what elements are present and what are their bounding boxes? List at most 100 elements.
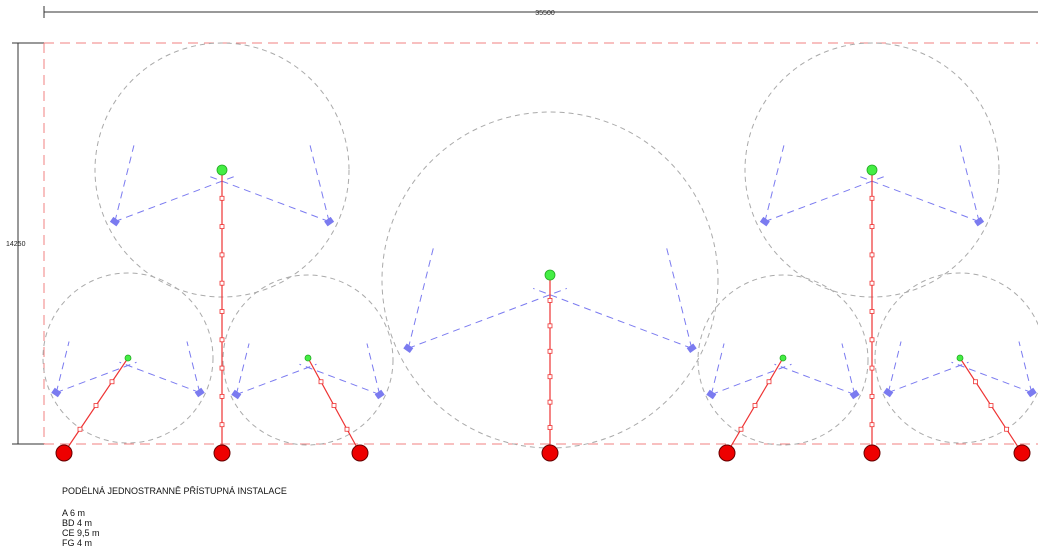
mast-node [869, 195, 875, 201]
beam [764, 175, 885, 223]
beam [56, 361, 137, 394]
mast-node [766, 379, 772, 385]
caption: PODÉLNÁ JEDNOSTRANNĚ PŘÍSTUPNÁ INSTALACE… [62, 486, 287, 548]
width-dimension: 35500 [535, 10, 555, 17]
luminaire [51, 387, 62, 398]
mast-node [219, 224, 225, 230]
caption-item: CE 9,5 m [62, 528, 100, 538]
mast-top [866, 164, 878, 176]
drawing: 35500 14250 [6, 6, 1038, 462]
mast-node [547, 425, 553, 430]
beam [186, 341, 201, 393]
luminaire [686, 343, 697, 354]
beam [408, 287, 567, 349]
mast-base [351, 444, 369, 462]
luminaire [849, 389, 860, 400]
mast-top [124, 354, 132, 362]
mast-node [1004, 426, 1009, 432]
beam [114, 175, 235, 223]
luminaire [374, 389, 385, 400]
beam [366, 343, 381, 395]
beam [235, 343, 250, 395]
mast-node [93, 403, 99, 408]
caption-item: FG 4 m [62, 538, 93, 548]
beam [119, 361, 200, 394]
mast-node [869, 365, 875, 371]
coverage-circle [697, 274, 869, 446]
mast-base [541, 444, 559, 462]
mast-node [869, 224, 875, 230]
mast-base [1013, 444, 1031, 462]
mast-node [547, 399, 553, 405]
mast-node [869, 309, 875, 314]
luminaire [324, 216, 335, 227]
beam [764, 145, 785, 222]
beam [710, 343, 725, 395]
beam [774, 363, 855, 396]
luminaire [231, 389, 242, 400]
mast-node [869, 280, 875, 286]
mast-node [988, 403, 994, 408]
mast-node [109, 379, 115, 385]
mast-top [779, 354, 787, 362]
mast-base [55, 444, 73, 462]
coverage-circle [42, 272, 214, 444]
caption-item: BD 4 m [62, 518, 93, 528]
beam [299, 363, 380, 396]
height-dimension: 14250 [6, 241, 26, 248]
mast-node [318, 379, 324, 385]
luminaire [194, 387, 205, 398]
mast-top [304, 354, 312, 362]
mast-node [77, 426, 83, 432]
beam [711, 363, 792, 396]
mast-top [956, 354, 964, 362]
beam [1018, 341, 1033, 393]
mast-node [219, 309, 225, 314]
beam [55, 341, 70, 393]
beam [666, 247, 693, 349]
beam [114, 145, 135, 222]
beam [309, 145, 330, 222]
mast-node [219, 195, 225, 201]
mast-node [547, 374, 553, 380]
mast-base [718, 444, 736, 462]
caption-title: PODÉLNÁ JEDNOSTRANNĚ PŘÍSTUPNÁ INSTALACE [62, 486, 287, 496]
beam [533, 287, 692, 349]
mast-node [738, 426, 744, 432]
coverage-circle [222, 274, 394, 446]
beam [888, 361, 969, 394]
luminaire [1026, 387, 1037, 398]
luminaire [759, 216, 770, 227]
mast-node [973, 379, 978, 385]
mast-node [219, 365, 225, 371]
mast-top [216, 164, 228, 176]
mast-node [331, 403, 337, 408]
mast-node [869, 337, 875, 343]
luminaire [974, 216, 985, 227]
mast-node [344, 426, 350, 432]
mast-node [869, 393, 875, 399]
mast-base [213, 444, 231, 462]
beam [236, 363, 317, 396]
mast-node [547, 348, 553, 354]
mast-node [547, 323, 553, 329]
mast-top [544, 269, 556, 281]
beam [859, 175, 980, 223]
beam [209, 175, 330, 223]
beam [951, 361, 1032, 394]
mast-node [219, 280, 225, 286]
mast-node [869, 252, 875, 258]
beam [959, 145, 980, 222]
mast-node [869, 422, 875, 428]
luminaire [706, 389, 717, 400]
mast-node [547, 298, 553, 303]
mast-node [219, 393, 225, 399]
luminaire [403, 343, 414, 354]
mast-node [219, 422, 225, 428]
beam [407, 247, 434, 349]
mast-node [219, 337, 225, 343]
beam [887, 341, 902, 393]
mast-node [219, 252, 225, 258]
mast-node [752, 403, 758, 408]
